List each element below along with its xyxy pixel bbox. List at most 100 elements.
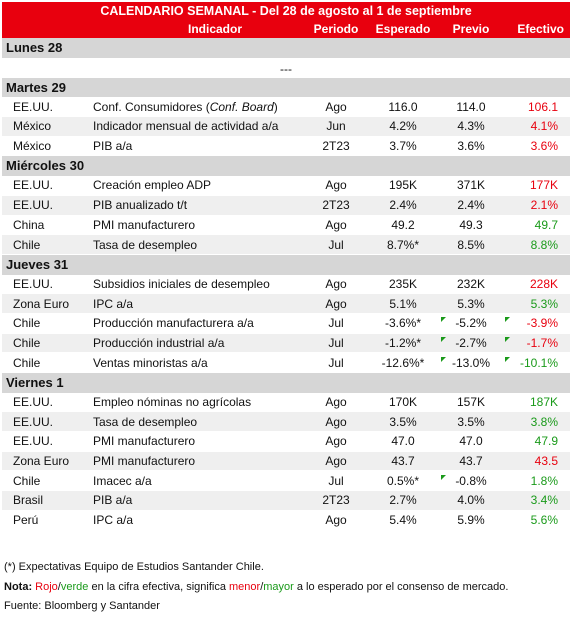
country-cell: Zona Euro	[13, 454, 70, 469]
previous-cell: 4.3%	[457, 119, 485, 134]
country-cell: Chile	[13, 316, 41, 331]
table-row: EE.UU. Creación empleo ADP Ago 195K 371K…	[2, 176, 570, 196]
country-cell: EE.UU.	[13, 276, 54, 291]
expected-cell: 235K	[388, 276, 418, 291]
table-row: China PMI manufacturero Ago 49.2 49.3 49…	[2, 216, 570, 236]
actual-cell: 5.6%	[530, 513, 558, 528]
day-header-viernes: Viernes 1	[2, 373, 570, 393]
day-header-jueves: Jueves 31	[2, 254, 570, 275]
period-cell: Ago	[325, 99, 347, 114]
table-row: Chile Ventas minoristas a/a Jul -12.6%* …	[2, 353, 570, 373]
table-row: EE.UU. Empleo nóminas no agrícolas Ago 1…	[2, 393, 570, 413]
actual-cell: 4.1%	[530, 119, 558, 134]
indicator-cell: PIB a/a	[93, 139, 133, 154]
previous-cell: 4.0%	[457, 493, 485, 508]
day-header-martes: Martes 29	[2, 77, 570, 98]
table-row: Zona Euro IPC a/a Ago 5.1% 5.3% 5.3%	[2, 294, 570, 314]
indicator-cell: Creación empleo ADP	[93, 178, 212, 193]
indicator-cell: IPC a/a	[93, 513, 134, 528]
period-cell: Ago	[325, 276, 347, 291]
table-row: Chile Producción manufacturera a/a Jul -…	[2, 314, 570, 334]
period-cell: Jul	[328, 237, 344, 252]
previous-cell: -5.2%	[439, 316, 503, 330]
header-previo: Previo	[452, 22, 490, 36]
country-cell: México	[13, 119, 52, 134]
footnotes: (*) Expectativas Equipo de Estudios Sant…	[4, 558, 570, 617]
expected-cell: 4.2%	[389, 119, 417, 134]
period-cell: Ago	[325, 178, 347, 193]
table-row: EE.UU. PIB anualizado t/t 2T23 2.4% 2.4%…	[2, 195, 570, 216]
indicator-cell: Subsidios iniciales de desempleo	[93, 276, 270, 291]
actual-cell: 5.3%	[530, 296, 558, 311]
actual-cell: 228K	[529, 276, 558, 291]
previous-cell: -0.8%	[439, 474, 503, 488]
country-cell: Chile	[13, 355, 41, 370]
period-cell: Ago	[325, 513, 347, 528]
country-cell: Perú	[13, 513, 39, 528]
indicator-cell: Imacec a/a	[93, 473, 152, 488]
country-cell: Chile	[13, 473, 41, 488]
actual-cell: 49.7	[534, 217, 558, 232]
previous-cell: 371K	[456, 178, 486, 193]
country-cell: Chile	[13, 335, 41, 350]
expected-cell: 43.7	[391, 454, 415, 469]
table-row: México PIB a/a 2T23 3.7% 3.6% 3.6%	[2, 137, 570, 157]
expected-cell: 2.4%	[389, 198, 417, 213]
previous-cell: 232K	[456, 276, 486, 291]
expected-cell: -3.6%*	[384, 316, 422, 331]
cell-marker-icon	[505, 317, 510, 323]
table-row: Zona Euro PMI manufacturero Ago 43.7 43.…	[2, 451, 570, 472]
previous-cell: 3.6%	[457, 139, 485, 154]
period-cell: Ago	[325, 395, 347, 410]
actual-cell: 8.8%	[530, 237, 558, 252]
previous-cell: 43.7	[459, 454, 483, 469]
previous-cell: 5.9%	[457, 513, 485, 528]
previous-cell: 114.0	[456, 99, 486, 114]
table-row: EE.UU. PMI manufacturero Ago 47.0 47.0 4…	[2, 432, 570, 452]
period-cell: 2T23	[322, 139, 350, 154]
actual-cell: 3.4%	[530, 493, 558, 508]
cell-marker-icon	[505, 336, 510, 342]
empty-placeholder: ---	[280, 61, 292, 76]
previous-cell: 49.3	[459, 217, 483, 232]
country-cell: China	[13, 217, 45, 232]
header-efectivo: Efectivo	[517, 22, 564, 36]
actual-cell: 3.6%	[530, 139, 558, 154]
country-cell: EE.UU.	[13, 178, 54, 193]
period-cell: Ago	[325, 414, 347, 429]
period-cell: Jul	[328, 473, 344, 488]
day-header-lunes: Lunes 28	[2, 38, 570, 58]
cell-marker-icon	[441, 336, 446, 342]
actual-cell: 2.1%	[530, 198, 558, 213]
country-cell: México	[13, 139, 52, 154]
expected-cell: 2.7%	[389, 493, 417, 508]
expected-cell: 0.5%*	[386, 473, 420, 488]
country-cell: EE.UU.	[13, 434, 54, 449]
table-row: Brasil PIB a/a 2T23 2.7% 4.0% 3.4%	[2, 491, 570, 511]
indicator-cell: PIB a/a	[93, 493, 133, 508]
period-cell: Ago	[325, 454, 347, 469]
country-cell: Brasil	[13, 493, 44, 508]
indicator-cell: IPC a/a	[93, 296, 134, 311]
cell-marker-icon	[441, 474, 446, 480]
indicator-cell: PMI manufacturero	[93, 454, 196, 469]
indicator-cell: Producción industrial a/a	[93, 335, 225, 350]
cell-marker-icon	[505, 356, 510, 362]
expected-cell: 49.2	[391, 217, 415, 232]
cell-marker-icon	[441, 317, 446, 323]
previous-cell: 2.4%	[457, 198, 485, 213]
table-title: CALENDARIO SEMANAL - Del 28 de agosto al…	[2, 2, 570, 20]
indicator-cell: PMI manufacturero	[93, 217, 196, 232]
table-row: Chile Imacec a/a Jul 0.5%* -0.8% 1.8%	[2, 471, 570, 492]
actual-cell: 47.9	[534, 434, 558, 449]
indicator-cell: PIB anualizado t/t	[93, 198, 188, 213]
country-cell: Chile	[13, 237, 41, 252]
indicator-cell: Ventas minoristas a/a	[93, 355, 208, 370]
table-row: Chile Producción industrial a/a Jul -1.2…	[2, 333, 570, 354]
country-cell: EE.UU.	[13, 395, 54, 410]
actual-cell: 1.8%	[530, 473, 558, 488]
indicator-cell: Empleo nóminas no agrícolas	[93, 395, 252, 410]
table-row: Chile Tasa de desempleo Jul 8.7%* 8.5% 8…	[2, 235, 570, 255]
period-cell: 2T23	[322, 493, 350, 508]
footnote-expectations: (*) Expectativas Equipo de Estudios Sant…	[4, 561, 264, 573]
